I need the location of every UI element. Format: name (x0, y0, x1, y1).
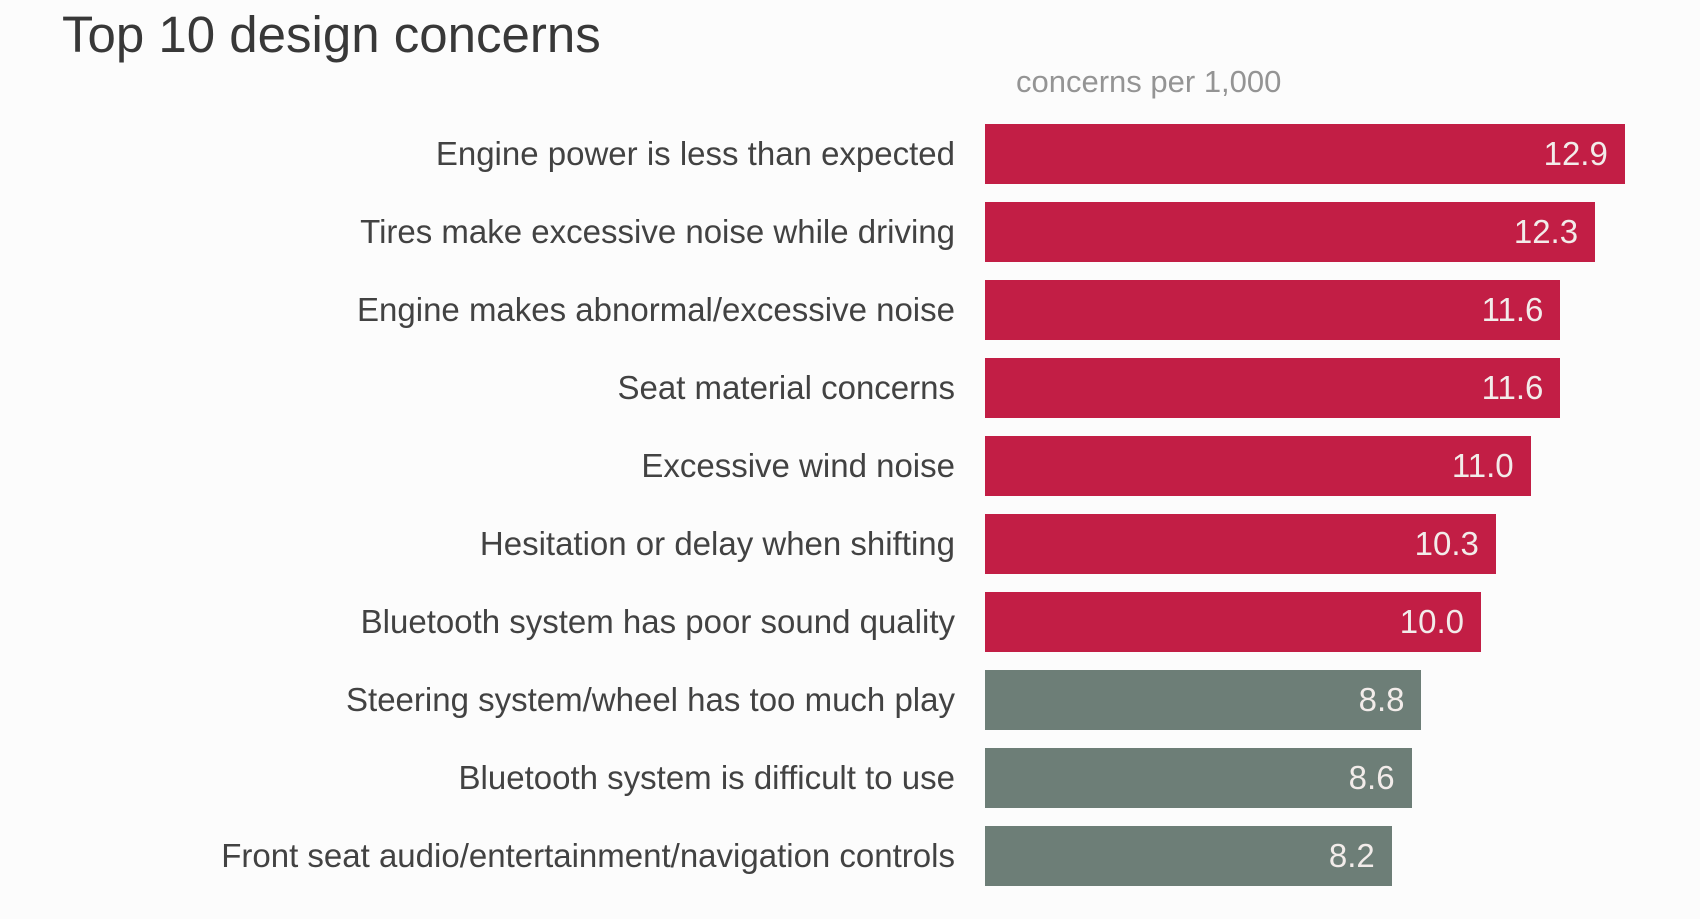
value-label: 11.0 (1451, 447, 1514, 484)
category-label: Hesitation or delay when shifting (479, 525, 955, 562)
bar: 11.6 (985, 358, 1561, 418)
bar-row: Seat material concerns 11.6 (0, 358, 1700, 418)
bar: 11.6 (985, 280, 1561, 340)
category-label: Engine makes abnormal/excessive noise (357, 291, 955, 328)
value-label: 11.6 (1481, 291, 1544, 328)
value-label: 8.6 (1348, 759, 1395, 796)
value-label: 11.6 (1481, 369, 1544, 406)
bar: 10.0 (985, 592, 1481, 652)
value-label: 10.0 (1399, 603, 1464, 640)
bar-row: Steering system/wheel has too much play 8… (0, 670, 1700, 730)
bar-row: Bluetooth system has poor sound quality 1… (0, 592, 1700, 652)
bar: 11.0 (985, 436, 1531, 496)
category-label: Excessive wind noise (641, 447, 955, 484)
value-label: 8.2 (1328, 837, 1375, 874)
bar-row: Front seat audio/entertainment/navigatio… (0, 826, 1700, 886)
value-label: 8.8 (1358, 681, 1405, 718)
bar-row: Tires make excessive noise while driving… (0, 202, 1700, 262)
category-label: Bluetooth system is difficult to use (458, 759, 955, 796)
bar: 12.3 (985, 202, 1596, 262)
chart-title: Top 10 design concerns (62, 6, 601, 63)
category-label: Engine power is less than expected (435, 135, 955, 172)
bar: 8.2 (985, 826, 1392, 886)
value-label: 12.3 (1513, 213, 1579, 250)
category-label: Front seat audio/entertainment/navigatio… (221, 837, 955, 874)
value-label: 10.3 (1414, 525, 1479, 562)
bar-row: Bluetooth system is difficult to use 8.6 (0, 748, 1700, 808)
category-label: Bluetooth system has poor sound quality (360, 603, 955, 640)
bar: 12.9 (985, 124, 1625, 184)
bar-rows: Engine power is less than expected 12.9 Ti… (0, 124, 1700, 886)
category-label: Tires make excessive noise while driving (360, 213, 955, 250)
bar-row: Hesitation or delay when shifting 10.3 (0, 514, 1700, 574)
value-label: 12.9 (1543, 135, 1608, 172)
bar: 10.3 (985, 514, 1496, 574)
category-label: Steering system/wheel has too much play (346, 681, 955, 718)
category-label: Seat material concerns (617, 369, 956, 406)
chart-subtitle: concerns per 1,000 (1016, 64, 1282, 99)
bar-row: Engine power is less than expected 12.9 (0, 124, 1700, 184)
bar-row: Excessive wind noise 11.0 (0, 436, 1700, 496)
bar-row: Engine makes abnormal/excessive noise 11.… (0, 280, 1700, 340)
bar: 8.8 (985, 670, 1422, 730)
bar: 8.6 (985, 748, 1412, 808)
